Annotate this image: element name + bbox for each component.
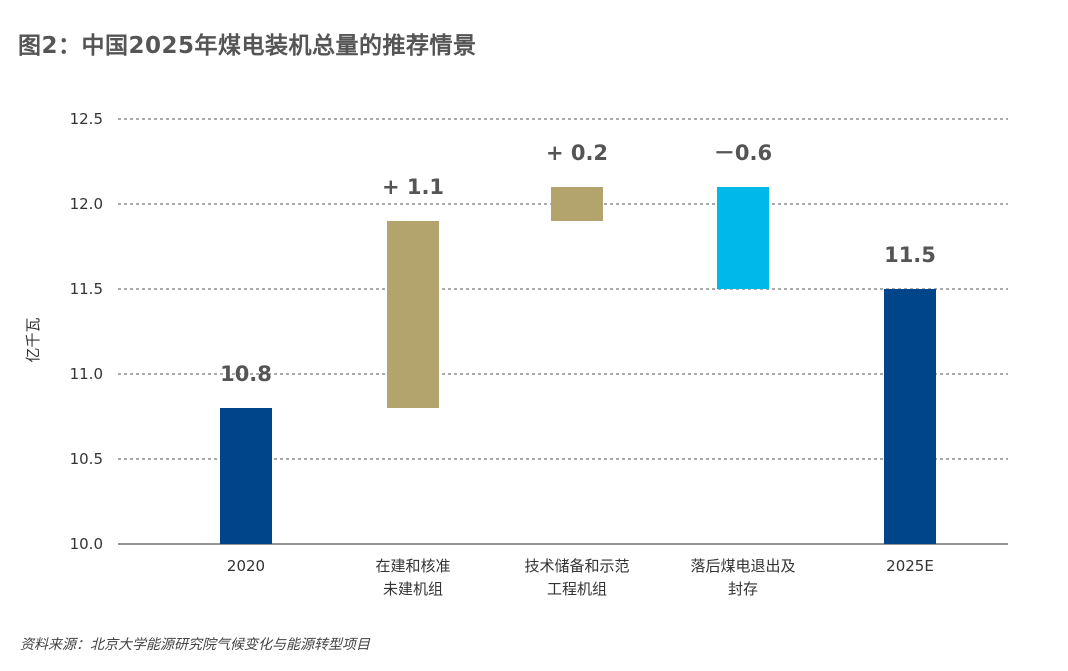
category-label: 落后煤电退出及 [690, 557, 795, 575]
data-label: 10.8 [220, 362, 272, 386]
category-label: 未建机组 [383, 580, 443, 598]
y-tick-label: 11.0 [70, 365, 103, 383]
category-label: 工程机组 [547, 580, 607, 598]
category-label: 封存 [728, 580, 758, 598]
y-tick-label: 11.5 [70, 280, 103, 298]
bar-decrease [717, 187, 769, 289]
data-label: + 0.2 [546, 141, 608, 165]
y-axis-label: 亿千瓦 [24, 317, 42, 362]
source-note: 资料来源：北京大学能源研究院气候变化与能源转型项目 [20, 637, 370, 653]
data-labels: 10.8 + 1.1 + 0.2 －0.6 11.5 [220, 141, 936, 386]
category-label: 技术储备和示范 [524, 557, 629, 575]
y-axis-ticks: 10.0 10.5 11.0 11.5 12.0 12.5 [70, 110, 103, 553]
bar-total [220, 408, 272, 544]
bars [220, 187, 936, 544]
data-label: －0.6 [714, 141, 772, 165]
data-label: 11.5 [884, 243, 936, 267]
data-label: + 1.1 [382, 175, 444, 199]
bar-increase [551, 187, 603, 221]
waterfall-chart: 10.0 10.5 11.0 11.5 12.0 12.5 亿千瓦 10.8 + 1.1 + … [24, 110, 1008, 598]
category-label: 在建和核准 [375, 557, 450, 575]
y-tick-label: 12.0 [70, 195, 103, 213]
y-tick-label: 12.5 [70, 110, 103, 128]
bar-increase [387, 221, 439, 408]
y-tick-label: 10.5 [70, 450, 103, 468]
category-label: 2025E [886, 557, 934, 575]
category-label: 2020 [227, 557, 265, 575]
chart-title: 图2：中国2025年煤电装机总量的推荐情景 [18, 33, 477, 59]
bar-total [884, 289, 936, 544]
y-tick-label: 10.0 [70, 535, 103, 553]
